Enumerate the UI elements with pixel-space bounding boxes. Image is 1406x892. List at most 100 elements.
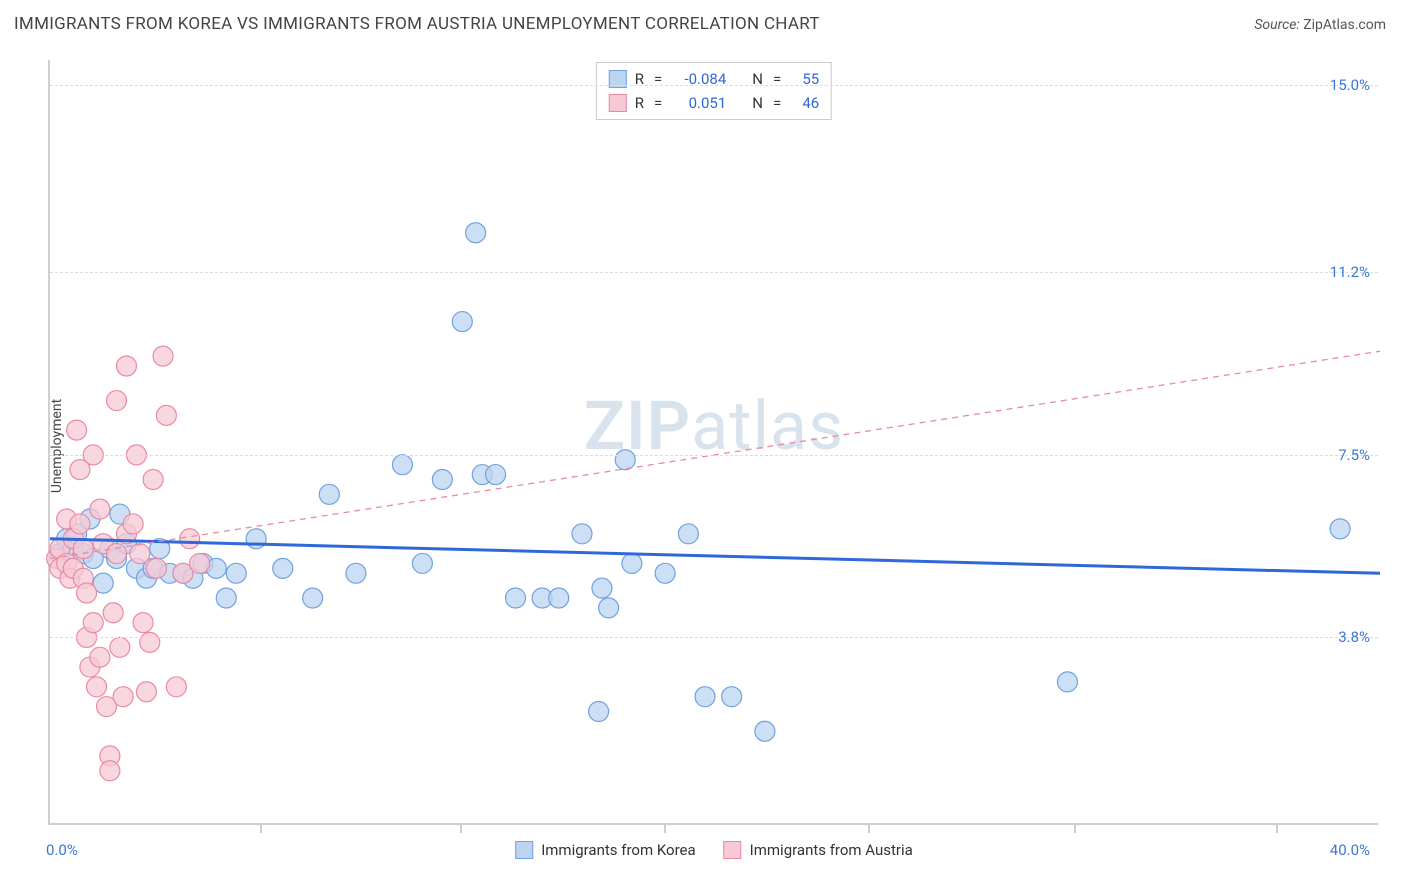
data-point: [303, 588, 323, 608]
data-point: [1330, 519, 1350, 539]
equals-icon: =: [773, 91, 781, 115]
gridline: [50, 637, 1378, 638]
x-tick: [260, 823, 262, 833]
plot-svg: [50, 60, 1378, 823]
data-point: [110, 637, 130, 657]
correlation-legend: R = -0.084 N = 55 R = 0.051 N = 46: [596, 62, 832, 120]
x-tick: [868, 823, 870, 833]
data-point: [486, 465, 506, 485]
data-point: [755, 721, 775, 741]
swatch-korea-bottom: [515, 841, 533, 859]
y-tick-label: 7.5%: [1338, 446, 1370, 464]
data-point: [452, 312, 472, 332]
legend-row-korea: R = -0.084 N = 55: [609, 67, 819, 91]
chart-area: ZIPatlas R = -0.084 N = 55 R = 0.051 N =…: [48, 60, 1378, 825]
gridline: [50, 272, 1378, 273]
equals-icon: =: [654, 67, 662, 91]
data-point: [722, 687, 742, 707]
gridline: [50, 455, 1378, 456]
data-point: [123, 514, 143, 534]
data-point: [180, 529, 200, 549]
swatch-austria-bottom: [724, 841, 742, 859]
data-point: [143, 470, 163, 490]
data-point: [226, 563, 246, 583]
data-point: [83, 613, 103, 633]
header: IMMIGRANTS FROM KOREA VS IMMIGRANTS FROM…: [0, 0, 1406, 38]
data-point: [592, 578, 612, 598]
data-point: [133, 613, 153, 633]
data-point: [599, 598, 619, 618]
legend-label-austria: Immigrants from Austria: [750, 841, 913, 859]
y-tick-label: 3.8%: [1338, 628, 1370, 646]
n-value-korea: 55: [791, 67, 819, 91]
r-label-korea: R: [635, 67, 644, 91]
data-point: [87, 677, 107, 697]
data-point: [166, 677, 186, 697]
data-point: [615, 450, 635, 470]
data-point: [107, 391, 127, 411]
data-point: [90, 647, 110, 667]
data-point: [273, 558, 293, 578]
source-prefix: Source:: [1254, 17, 1303, 33]
legend-label-korea: Immigrants from Korea: [541, 841, 695, 859]
legend-item-austria: Immigrants from Austria: [724, 841, 913, 859]
data-point: [136, 682, 156, 702]
legend-item-korea: Immigrants from Korea: [515, 841, 695, 859]
data-point: [319, 484, 339, 504]
trend-line: [50, 539, 1380, 574]
data-point: [70, 514, 90, 534]
data-point: [107, 544, 127, 564]
data-point: [589, 701, 609, 721]
source-name: ZipAtlas.com: [1303, 17, 1386, 33]
data-point: [77, 583, 97, 603]
data-point: [140, 632, 160, 652]
n-value-austria: 46: [791, 91, 819, 115]
x-axis-max: 40.0%: [1330, 841, 1370, 859]
data-point: [130, 544, 150, 564]
legend-row-austria: R = 0.051 N = 46: [609, 91, 819, 115]
data-point: [90, 499, 110, 519]
series-legend: Immigrants from Korea Immigrants from Au…: [515, 841, 913, 859]
data-point: [67, 420, 87, 440]
y-tick-label: 11.2%: [1330, 263, 1370, 281]
x-tick: [664, 823, 666, 833]
data-point: [392, 455, 412, 475]
data-point: [153, 346, 173, 366]
data-point: [113, 687, 133, 707]
x-tick: [1074, 823, 1076, 833]
data-point: [412, 553, 432, 573]
data-point: [103, 603, 123, 623]
data-point: [73, 539, 93, 559]
y-tick-label: 15.0%: [1330, 76, 1370, 94]
data-point: [432, 470, 452, 490]
data-point: [466, 223, 486, 243]
data-point: [655, 563, 675, 583]
data-point: [1057, 672, 1077, 692]
x-tick: [460, 823, 462, 833]
data-point: [146, 558, 166, 578]
data-point: [190, 553, 210, 573]
data-point: [572, 524, 592, 544]
x-tick: [1276, 823, 1278, 833]
r-label-austria: R: [635, 91, 644, 115]
chart-title: IMMIGRANTS FROM KOREA VS IMMIGRANTS FROM…: [14, 14, 820, 34]
x-axis-min: 0.0%: [46, 841, 78, 859]
data-point: [622, 553, 642, 573]
r-value-korea: -0.084: [672, 67, 726, 91]
data-point: [216, 588, 236, 608]
data-point: [695, 687, 715, 707]
equals-icon: =: [654, 91, 662, 115]
data-point: [100, 761, 120, 781]
data-point: [506, 588, 526, 608]
r-value-austria: 0.051: [672, 91, 726, 115]
data-point: [156, 405, 176, 425]
n-label-korea: N: [752, 67, 763, 91]
data-point: [678, 524, 698, 544]
equals-icon: =: [773, 67, 781, 91]
data-point: [116, 356, 136, 376]
data-point: [346, 563, 366, 583]
gridline: [50, 85, 1378, 86]
swatch-austria: [609, 94, 627, 112]
n-label-austria: N: [752, 91, 763, 115]
source-attribution: Source: ZipAtlas.com: [1254, 17, 1386, 33]
